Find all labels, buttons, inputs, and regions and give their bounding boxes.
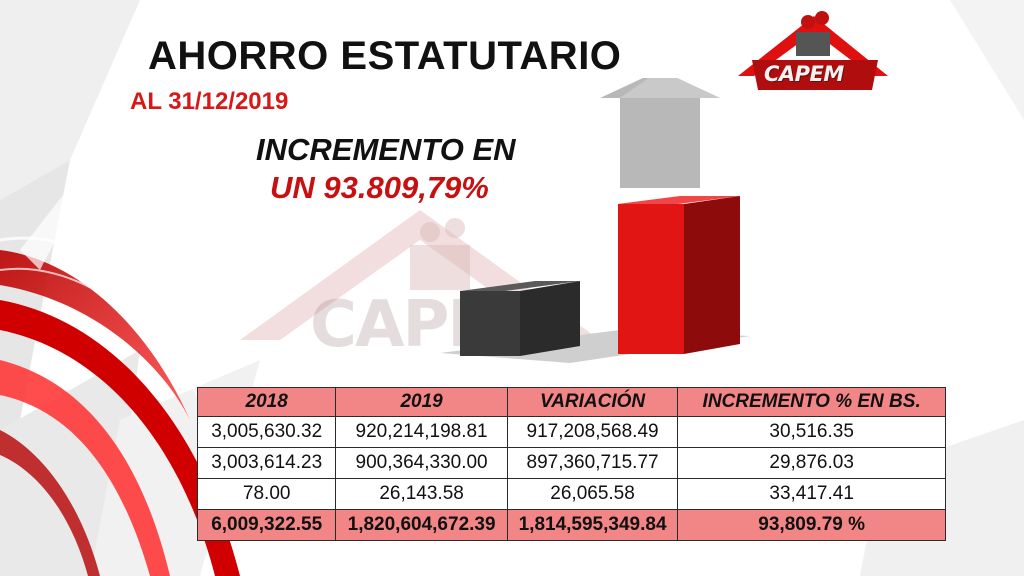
up-arrow-icon xyxy=(600,78,720,188)
capem-logo: CAPEM xyxy=(738,8,888,94)
bar-2019-front xyxy=(618,204,684,354)
slide-date: AL 31/12/2019 xyxy=(130,88,289,115)
capem-logo-icon xyxy=(738,11,888,90)
increment-label: INCREMENTO EN xyxy=(256,132,516,167)
cell-2018: 3,005,630.32 xyxy=(196,416,337,448)
table-row: 78.00 26,143.58 26,065.58 33,417.41 xyxy=(196,478,946,510)
table-total-row: 6,009,322.55 1,820,604,672.39 1,814,595,… xyxy=(196,509,946,541)
total-variacion: 1,814,595,349.84 xyxy=(506,509,679,541)
bar-2018-front xyxy=(460,291,520,356)
table-header-row: 2018 2019 VARIACIÓN INCREMENTO % EN BS. xyxy=(196,387,946,417)
cell-incremento: 29,876.03 xyxy=(677,447,946,479)
cell-2018: 78.00 xyxy=(196,478,337,510)
header-2019: 2019 xyxy=(335,387,508,417)
cell-variacion: 897,360,715.77 xyxy=(506,447,679,479)
cell-incremento: 33,417.41 xyxy=(677,478,946,510)
total-2019: 1,820,604,672.39 xyxy=(335,509,508,541)
cell-2018: 3,003,614.23 xyxy=(196,447,337,479)
cell-2019: 26,143.58 xyxy=(335,478,508,510)
cell-2019: 920,214,198.81 xyxy=(335,416,508,448)
cell-variacion: 917,208,568.49 xyxy=(506,416,679,448)
table-row: 3,005,630.32 920,214,198.81 917,208,568.… xyxy=(196,416,946,448)
slide-title: AHORRO ESTATUTARIO xyxy=(148,34,622,78)
savings-table: 2018 2019 VARIACIÓN INCREMENTO % EN BS. … xyxy=(196,387,946,541)
cell-variacion: 26,065.58 xyxy=(506,478,679,510)
increment-value: UN 93.809,79% xyxy=(270,170,489,205)
header-incremento: INCREMENTO % EN BS. xyxy=(677,387,946,417)
header-variacion: VARIACIÓN xyxy=(506,387,679,417)
total-incremento: 93,809.79 % xyxy=(677,509,946,541)
growth-bar-illustration xyxy=(440,78,750,363)
total-2018: 6,009,322.55 xyxy=(196,509,337,541)
bar-2019-side xyxy=(684,196,740,354)
bar-2018-side xyxy=(520,281,580,356)
bar-2019-top xyxy=(618,196,740,204)
header-2018: 2018 xyxy=(196,387,337,417)
cell-incremento: 30,516.35 xyxy=(677,416,946,448)
logo-text: CAPEM xyxy=(764,62,844,86)
table-row: 3,003,614.23 900,364,330.00 897,360,715.… xyxy=(196,447,946,479)
bar-2018-top xyxy=(460,281,580,291)
cell-2019: 900,364,330.00 xyxy=(335,447,508,479)
